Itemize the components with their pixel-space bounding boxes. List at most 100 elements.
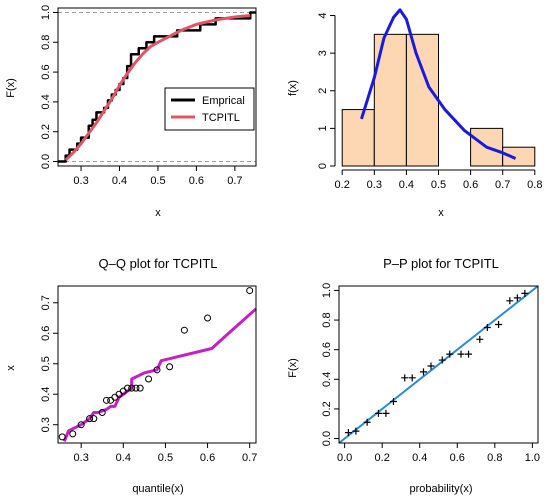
pp-x-tick-label: 0.0 (337, 452, 352, 464)
cdf-panel: 0.3 0.4 0.5 0.6 0.7 0.0 0.2 0.4 0.6 0.8 1.0 (40, 5, 257, 187)
qq-series-line (62, 307, 257, 443)
qq-x-tick-label: 0.7 (242, 452, 257, 464)
pdf-x-tick-label: 0.3 (367, 179, 382, 191)
cdf-y-tick-label: 0.8 (40, 35, 52, 50)
pp-y-tick-label: 1.0 (321, 283, 333, 298)
qq-point (107, 396, 115, 404)
cdf-x-axis-label: x (155, 207, 161, 219)
pdf-x-tick-label: 0.5 (431, 179, 446, 191)
qq-x-tick-label: 0.3 (74, 452, 89, 464)
cdf-y-tick-label: 1.0 (40, 5, 52, 20)
cdf-x-tick-label: 0.5 (150, 175, 165, 187)
cdf-y-axis-label: F(x) (5, 78, 17, 98)
qq-y-tick-label: 0.7 (40, 295, 52, 310)
qq-y-tick-label: 0.3 (40, 417, 52, 432)
legend-empirical-label: Emprical (202, 95, 245, 107)
qq-point (128, 384, 136, 392)
pp-point (408, 374, 416, 382)
pdf-bar (341, 109, 375, 167)
cdf-series-line (58, 11, 256, 163)
pp-plot-frame (338, 285, 539, 444)
pp-point (513, 294, 521, 302)
qq-point (58, 433, 66, 441)
pp-x-tick-label: 0.4 (412, 452, 427, 464)
pdf-x-tick-label: 0.7 (495, 179, 510, 191)
cdf-y-tick-label: 0.0 (40, 154, 52, 169)
pp-panel: 0.0 0.2 0.4 0.6 0.8 1.0 0.0 0.2 0.4 0.6 0.8 1.0 (321, 283, 540, 464)
pp-series-line (338, 285, 539, 444)
pp-point (382, 409, 390, 417)
qq-point (102, 396, 110, 404)
cdf-legend: Emprical TCPITL (164, 87, 255, 131)
pdf-y-tick-label: 4 (317, 12, 329, 18)
pp-y-tick-label: 0.6 (321, 342, 333, 357)
pp-y-tick-label: 0.4 (321, 372, 333, 387)
cdf-x-tick-label: 0.7 (227, 175, 242, 187)
cdf-x-tick-label: 0.4 (112, 175, 127, 187)
pdf-x-tick-label: 0.8 (527, 179, 542, 191)
pp-point (457, 350, 465, 358)
pp-y-tick-label: 0.0 (321, 431, 333, 446)
pp-point (389, 398, 397, 406)
qq-panel: 0.3 0.4 0.5 0.6 0.7 0.3 0.4 0.5 0.6 0.7 (40, 285, 257, 464)
pdf-x-tick-label: 0.2 (335, 179, 350, 191)
qq-y-tick-label: 0.5 (40, 356, 52, 371)
qq-point (145, 375, 153, 383)
pp-point (521, 289, 529, 297)
pp-x-tick-label: 1.0 (525, 452, 540, 464)
qq-point (166, 363, 174, 371)
pp-point (363, 418, 371, 426)
pp-y-axis-label: F(x) (287, 358, 299, 378)
qq-point (132, 384, 140, 392)
pdf-panel: 0.2 0.3 0.4 0.5 0.6 0.7 0.8 0 1 2 3 4 (317, 8, 542, 191)
qq-plot-frame (57, 285, 257, 444)
qq-point (86, 415, 94, 423)
pdf-bar (373, 33, 407, 167)
qq-point (153, 366, 161, 374)
qq-x-tick-label: 0.5 (158, 452, 173, 464)
cdf-plot-frame (57, 7, 257, 167)
pdf-bar (502, 146, 536, 167)
pdf-y-tick-label: 3 (317, 50, 329, 56)
qq-y-tick-label: 0.4 (40, 387, 52, 402)
pp-x-tick-label: 0.2 (375, 452, 390, 464)
pdf-y-tick-label: 2 (317, 88, 329, 94)
pdf-y-tick-label: 0 (317, 163, 329, 169)
pp-point (344, 429, 352, 437)
cdf-series-line (64, 13, 251, 162)
pp-x-axis-label: probability(x) (410, 483, 473, 495)
cdf-y-tick-label: 0.4 (40, 94, 52, 109)
qq-point (124, 384, 132, 392)
qq-x-tick-label: 0.4 (116, 452, 131, 464)
qq-point (204, 314, 212, 322)
legend-box (164, 87, 255, 131)
pp-point (495, 321, 503, 329)
pp-point (483, 323, 491, 331)
pp-point (438, 356, 446, 364)
qq-point (77, 421, 85, 429)
pp-y-tick-label: 0.2 (321, 401, 333, 416)
pp-x-tick-label: 0.8 (487, 452, 502, 464)
pdf-x-tick-label: 0.6 (463, 179, 478, 191)
pdf-x-tick-label: 0.4 (399, 179, 414, 191)
pdf-series-line (360, 8, 517, 160)
pdf-y-axis-label: f(x) (287, 80, 299, 96)
qq-y-tick-label: 0.6 (40, 326, 52, 341)
qq-title: Q–Q plot for TCPITL (99, 256, 218, 271)
cdf-y-tick-label: 0.6 (40, 64, 52, 79)
pp-point (352, 427, 360, 435)
pp-point (446, 350, 454, 358)
pp-point (419, 368, 427, 376)
qq-point (246, 287, 254, 295)
pdf-x-axis-label: x (438, 207, 444, 219)
cdf-x-tick-label: 0.3 (73, 175, 88, 187)
qq-point (90, 415, 98, 423)
pp-title: P–P plot for TCPITL (383, 256, 499, 271)
pp-point (374, 409, 382, 417)
pp-y-tick-label: 0.8 (321, 312, 333, 327)
pdf-bar (405, 33, 440, 167)
pdf-y-tick-label: 1 (317, 125, 329, 131)
cdf-y-tick-label: 0.2 (40, 124, 52, 139)
qq-x-axis-label: quantile(x) (132, 483, 183, 495)
qq-y-axis-label: x (5, 365, 17, 371)
